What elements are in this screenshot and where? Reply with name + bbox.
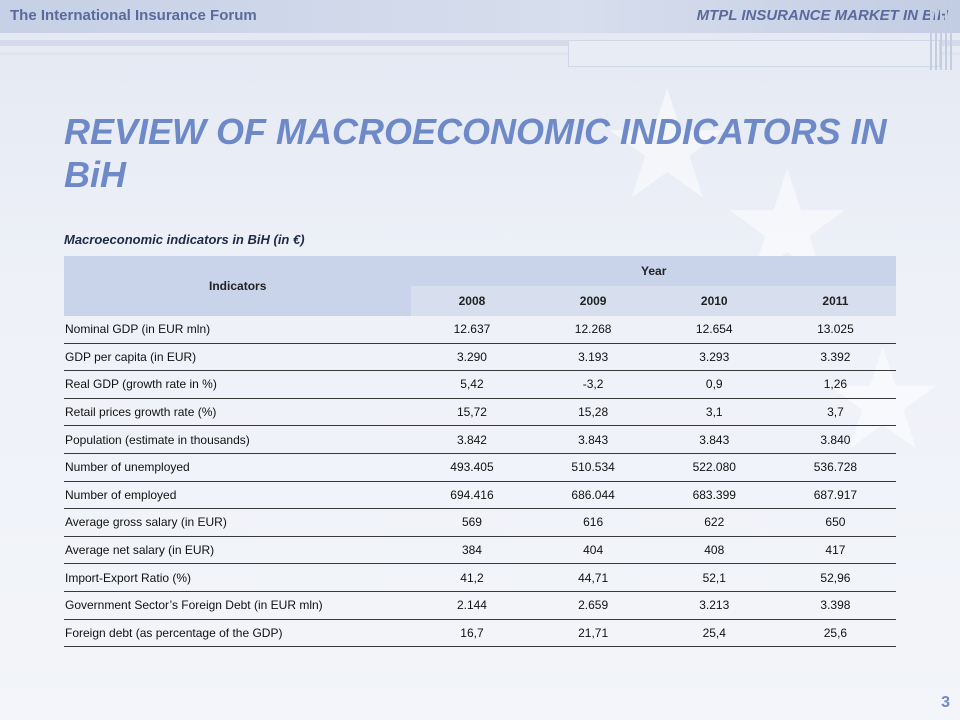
indicator-name: Retail prices growth rate (%) — [64, 398, 412, 427]
indicator-value: 12.654 — [653, 316, 775, 344]
indicator-value: 12.637 — [411, 316, 533, 344]
indicator-value: 52,96 — [774, 563, 896, 592]
indicator-value: 683.399 — [653, 481, 775, 510]
year-column-header: 2009 — [532, 286, 654, 316]
indicator-name: Nominal GDP (in EUR mln) — [64, 316, 412, 344]
indicator-value: 2.659 — [532, 591, 654, 620]
indicator-value: 408 — [653, 536, 775, 565]
indicator-value: 52,1 — [653, 563, 775, 592]
indicator-name: Real GDP (growth rate in %) — [64, 370, 412, 399]
macro-indicators-table: Indicators Year 2008 2009 2010 2011 Nominal… — [64, 256, 896, 648]
indicator-name: Government Sector’s Foreign Debt (in EUR… — [64, 591, 412, 620]
table-row: Real GDP (growth rate in %) 5,42 -3,2 0,9 1,… — [64, 370, 896, 399]
indicator-value: 650 — [774, 508, 896, 537]
indicator-value: 13.025 — [774, 316, 896, 344]
indicator-value: -3,2 — [532, 370, 654, 399]
indicator-value: 384 — [411, 536, 533, 565]
section-title: MTPL INSURANCE MARKET IN BiH — [696, 7, 948, 24]
table-row: Average net salary (in EUR) 384 404 408 417 — [64, 536, 896, 565]
indicator-value: 622 — [653, 508, 775, 537]
indicator-name: GDP per capita (in EUR) — [64, 343, 412, 372]
indicator-value: 404 — [532, 536, 654, 565]
indicator-value: 3.843 — [653, 425, 775, 454]
indicator-value: 16,7 — [411, 619, 533, 648]
indicator-value: 686.044 — [532, 481, 654, 510]
table-row: Import-Export Ratio (%) 41,2 44,71 52,1 52,9… — [64, 563, 896, 592]
indicator-value: 536.728 — [774, 453, 896, 482]
indicator-name: Foreign debt (as percentage of the GDP) — [64, 619, 412, 648]
year-column-header: 2010 — [653, 286, 775, 316]
indicator-value: 616 — [532, 508, 654, 537]
table-row: GDP per capita (in EUR) 3.290 3.193 3.293 3.… — [64, 343, 896, 372]
indicator-value: 2.144 — [411, 591, 533, 620]
indicator-value: 569 — [411, 508, 533, 537]
table-row: Foreign debt (as percentage of the GDP) 1… — [64, 619, 896, 648]
indicator-value: 687.917 — [774, 481, 896, 510]
table-row: Government Sector’s Foreign Debt (in EUR… — [64, 591, 896, 620]
table-row: Number of employed 694.416 686.044 683.399 6… — [64, 481, 896, 510]
indicator-value: 493.405 — [411, 453, 533, 482]
table-caption: Macroeconomic indicators in BiH (in €) — [64, 232, 305, 247]
indicator-value: 3.398 — [774, 591, 896, 620]
year-column-header: 2008 — [411, 286, 533, 316]
indicator-value: 12.268 — [532, 316, 654, 344]
indicator-name: Number of unemployed — [64, 453, 412, 482]
indicator-value: 522.080 — [653, 453, 775, 482]
decorative-box — [568, 40, 940, 67]
indicator-value: 3.840 — [774, 425, 896, 454]
table-row: Average gross salary (in EUR) 569 616 622 65… — [64, 508, 896, 537]
indicators-header: Indicators — [64, 256, 412, 316]
indicator-value: 15,72 — [411, 398, 533, 427]
table-row: Population (estimate in thousands) 3.842 3… — [64, 425, 896, 454]
indicator-name: Import-Export Ratio (%) — [64, 563, 412, 592]
indicator-value: 3.213 — [653, 591, 775, 620]
indicator-name: Population (estimate in thousands) — [64, 425, 412, 454]
indicator-value: 44,71 — [532, 563, 654, 592]
indicator-value: 3.290 — [411, 343, 533, 372]
indicator-value: 25,6 — [774, 619, 896, 648]
year-header: Year — [411, 256, 896, 286]
indicator-value: 41,2 — [411, 563, 533, 592]
indicator-name: Average net salary (in EUR) — [64, 536, 412, 565]
indicator-value: 510.534 — [532, 453, 654, 482]
header-bar: The International Insurance Forum MTPL I… — [0, 0, 960, 33]
indicator-value: 0,9 — [653, 370, 775, 399]
indicator-value: 15,28 — [532, 398, 654, 427]
decorative-band-thin — [0, 52, 960, 55]
indicator-value: 3,1 — [653, 398, 775, 427]
indicator-value: 3,7 — [774, 398, 896, 427]
indicator-name: Number of employed — [64, 481, 412, 510]
indicator-name: Average gross salary (in EUR) — [64, 508, 412, 537]
indicator-value: 21,71 — [532, 619, 654, 648]
table-row: Retail prices growth rate (%) 15,72 15,28 3… — [64, 398, 896, 427]
table-row: Number of unemployed 493.405 510.534 522.08… — [64, 453, 896, 482]
indicator-value: 3.293 — [653, 343, 775, 372]
indicator-value: 5,42 — [411, 370, 533, 399]
indicator-value: 3.392 — [774, 343, 896, 372]
page-number: 3 — [941, 694, 950, 711]
indicator-value: 3.842 — [411, 425, 533, 454]
indicator-value: 25,4 — [653, 619, 775, 648]
page-title: REVIEW OF MACROECONOMIC INDICATORS IN Bi… — [64, 111, 887, 195]
table-row: Nominal GDP (in EUR mln) 12.637 12.268 12.6… — [64, 316, 896, 344]
indicator-value: 694.416 — [411, 481, 533, 510]
indicator-value: 1,26 — [774, 370, 896, 399]
year-column-header: 2011 — [774, 286, 896, 316]
indicator-value: 3.193 — [532, 343, 654, 372]
forum-title: The International Insurance Forum — [10, 7, 257, 24]
decorative-band — [0, 40, 960, 46]
indicator-value: 3.843 — [532, 425, 654, 454]
indicator-value: 417 — [774, 536, 896, 565]
star-icon: ★ — [600, 61, 735, 229]
decorative-vertical-lines — [930, 0, 954, 70]
